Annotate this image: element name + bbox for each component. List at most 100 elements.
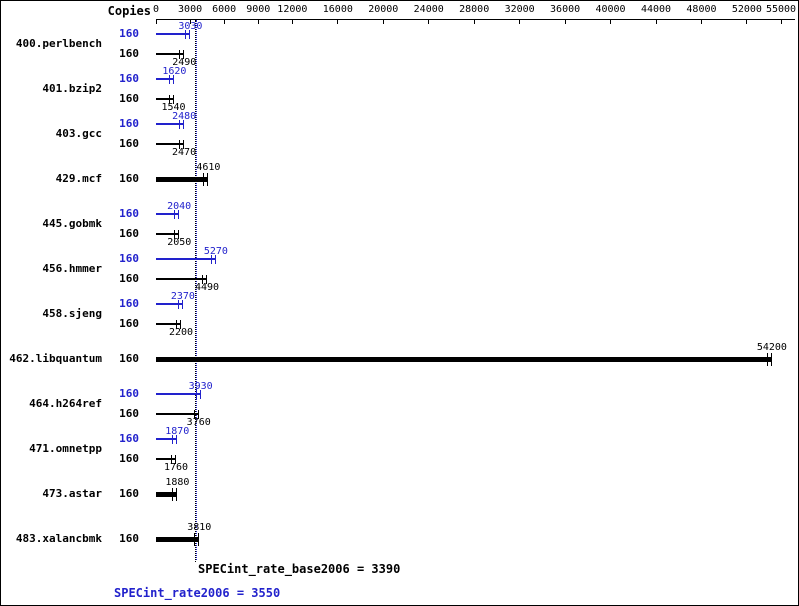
benchmark-label: 445.gobmk [42,217,102,230]
bar-run-tick [179,139,181,149]
result-bar [156,413,199,415]
x-axis-tick-label: 0 [152,4,160,15]
bar-run-tick [174,229,176,239]
copies-label: 160 [119,432,139,445]
copies-label: 160 [119,207,139,220]
x-axis-tick-label: 16000 [322,4,353,15]
x-axis-tick-label: 52000 [731,4,762,15]
value-label: 4490 [194,282,220,293]
bar-end-tick [175,454,176,464]
x-axis-tick-label: 24000 [413,4,444,15]
result-bar [156,53,185,55]
bar-run-tick [194,532,196,546]
bar-run-tick [210,254,212,264]
x-axis-tick [700,20,702,24]
peak-mean-line [196,20,197,560]
copies-label: 160 [119,227,139,240]
copies-label: 160 [119,452,139,465]
bar-run-tick [195,389,197,399]
x-axis-tick-label: 12000 [277,4,308,15]
bar-run-tick [202,274,204,284]
x-axis-tick-label: 48000 [686,4,717,15]
result-bar [156,356,772,362]
bar-run-tick [203,172,205,186]
copies-label: 160 [119,252,139,265]
result-bar [156,323,181,325]
value-label: 3930 [188,381,213,392]
copies-column-header: Copies [107,4,151,18]
x-axis-line [156,19,795,20]
copies-label: 160 [119,297,139,310]
bar-end-tick [180,319,181,329]
bar-end-tick [176,487,178,501]
benchmark-label: 400.perlbench [15,37,102,50]
x-axis-tick [223,20,225,24]
copies-label: 160 [119,137,139,150]
x-axis-tick-label: 36000 [550,4,581,15]
benchmark-label: 456.hmmer [42,262,102,275]
value-label: 1760 [163,462,189,473]
bar-end-tick [183,119,185,129]
bar-run-tick [169,74,171,84]
value-label: 2370 [170,291,195,302]
x-axis-tick [291,20,293,24]
result-bar [156,213,180,215]
bar-end-tick [178,209,180,219]
result-bar [156,78,175,80]
base-mean-label: SPECint_rate_base2006 = 3390 [198,562,401,576]
bar-end-tick [198,532,200,546]
x-axis-tick-label: 20000 [368,4,399,15]
bar-end-tick [173,74,175,84]
bar-run-tick [766,352,768,366]
benchmark-label: 462.libquantum [9,352,102,365]
value-label: 2040 [167,201,192,212]
copies-label: 160 [119,92,139,105]
copies-label: 160 [119,317,139,330]
bar-run-tick [177,299,179,309]
x-axis-tick [257,20,259,24]
x-axis-tick [428,20,430,24]
value-label: 2470 [172,147,197,158]
value-label: 5270 [203,246,228,257]
copies-label: 160 [119,117,139,130]
bar-run-tick [176,319,177,329]
bar-end-tick [207,172,209,186]
x-axis-tick [564,20,566,24]
bar-end-tick [197,409,199,419]
copies-label: 160 [119,407,139,420]
copies-label: 160 [119,272,139,285]
bar-end-tick [199,389,201,399]
x-axis-tick [655,20,657,24]
copies-label: 160 [119,172,139,185]
x-axis-tick [473,20,475,24]
value-label: 1880 [165,477,190,488]
bar-run-tick [179,49,181,59]
value-label: 2490 [172,57,197,68]
benchmark-label: 473.astar [42,487,102,500]
copies-label: 160 [119,27,139,40]
copies-label: 160 [119,387,139,400]
bar-run-tick [185,29,187,39]
benchmark-label: 483.xalancbmk [15,532,102,545]
copies-label: 160 [119,532,139,545]
result-bar [156,98,174,100]
result-bar [156,258,216,260]
value-label: 2480 [172,111,197,122]
x-axis-tick-label: 9000 [246,4,271,15]
benchmark-label: 471.omnetpp [29,442,102,455]
x-axis-tick [519,20,521,24]
bar-end-tick [206,274,208,284]
result-bar [156,303,183,305]
x-axis-tick [189,20,191,24]
copies-label: 160 [119,47,139,60]
x-axis-tick-label: 44000 [640,4,672,15]
benchmark-label: 464.h264ref [29,397,102,410]
x-axis-tick [337,20,339,24]
result-bar [156,123,185,125]
x-axis-tick-label: 40000 [595,4,626,15]
value-label: 1540 [161,102,186,113]
bar-end-tick [178,229,180,239]
value-label: 4610 [196,162,221,173]
x-axis-tick [382,20,384,24]
